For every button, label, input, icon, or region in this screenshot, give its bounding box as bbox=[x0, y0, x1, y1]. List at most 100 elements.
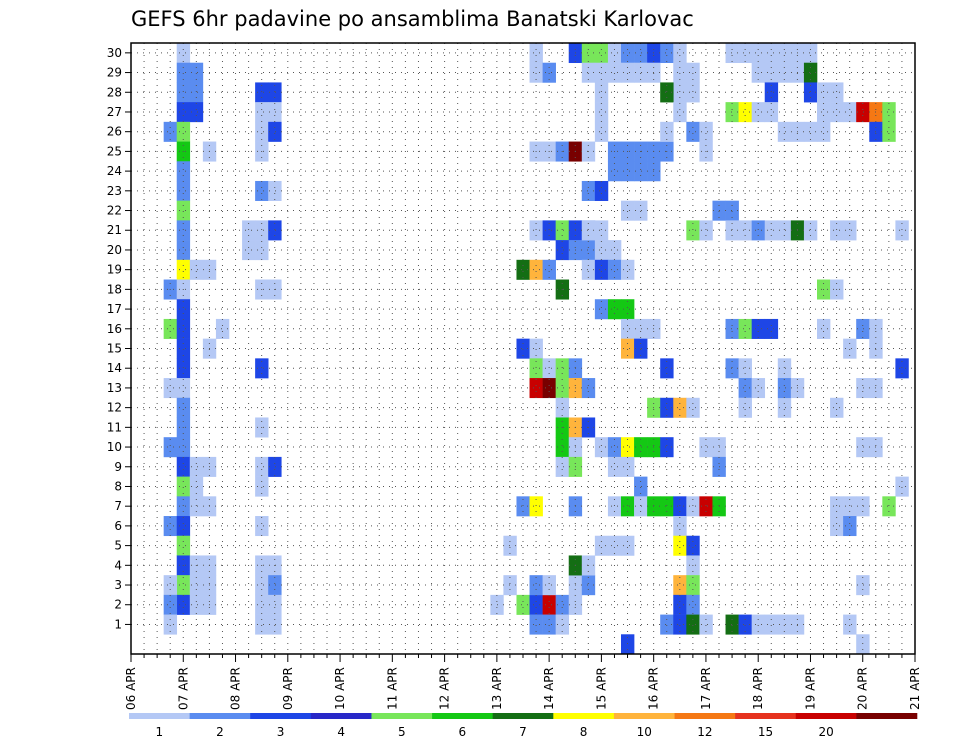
heatmap-cell bbox=[699, 437, 713, 458]
y-tick-label: 14 bbox=[107, 361, 122, 375]
y-tick-label: 12 bbox=[107, 401, 122, 415]
heatmap-cell bbox=[751, 614, 766, 635]
heatmap-cell bbox=[764, 614, 779, 635]
heatmap-cell bbox=[738, 358, 752, 379]
heatmap-cell bbox=[529, 594, 543, 615]
colorbar-label: 2 bbox=[216, 725, 224, 739]
heatmap-cell bbox=[634, 43, 648, 64]
heatmap-cell bbox=[607, 161, 622, 182]
heatmap-cell bbox=[856, 378, 870, 399]
heatmap-cell bbox=[607, 43, 622, 64]
y-tick-label: 25 bbox=[107, 144, 122, 158]
heatmap-cell bbox=[189, 594, 204, 615]
heatmap-cell bbox=[830, 496, 844, 517]
heatmap-cell bbox=[895, 476, 909, 497]
heatmap-cell bbox=[856, 102, 870, 123]
x-tick-label: 18 APR bbox=[751, 667, 765, 710]
heatmap-cell bbox=[686, 62, 700, 83]
y-tick-label: 5 bbox=[114, 539, 122, 553]
heatmap-cell bbox=[581, 575, 596, 596]
y-tick-label: 26 bbox=[107, 125, 122, 139]
heatmap-cell bbox=[660, 121, 674, 142]
y-tick-label: 28 bbox=[107, 85, 122, 99]
heatmap-cell bbox=[542, 358, 556, 379]
heatmap-cell bbox=[830, 220, 844, 241]
heatmap-cell bbox=[751, 220, 766, 241]
x-tick-label: 12 APR bbox=[438, 667, 452, 710]
y-tick-label: 24 bbox=[107, 164, 122, 178]
heatmap-cell bbox=[621, 634, 635, 655]
heatmap-cell bbox=[673, 594, 687, 615]
heatmap-cell bbox=[542, 575, 556, 596]
heatmap-cell bbox=[843, 102, 857, 123]
colorbar-swatch bbox=[492, 713, 554, 719]
heatmap-cell bbox=[699, 121, 713, 142]
y-tick-label: 1 bbox=[114, 617, 122, 631]
heatmap-cell bbox=[686, 82, 700, 103]
colorbar: 1 2 3 4 5 6 7 8 10 12 15 20 bbox=[129, 713, 918, 739]
heatmap-cell bbox=[542, 614, 556, 635]
heatmap-cell bbox=[255, 516, 269, 537]
heatmap-cell bbox=[725, 318, 739, 339]
heatmap-cell bbox=[699, 614, 713, 635]
y-tick-label: 15 bbox=[107, 342, 122, 356]
y-tick-label: 17 bbox=[107, 302, 122, 316]
heatmap-cell bbox=[581, 43, 596, 64]
heatmap-cell bbox=[673, 575, 687, 596]
y-tick-label: 18 bbox=[107, 282, 122, 296]
heatmap-cell bbox=[673, 82, 687, 103]
heatmap-cell bbox=[673, 397, 687, 418]
heatmap-cell bbox=[594, 121, 609, 142]
heatmap-cell bbox=[738, 614, 752, 635]
heatmap-cell bbox=[594, 82, 609, 103]
colorbar-label: 4 bbox=[337, 725, 345, 739]
heatmap-cell bbox=[751, 43, 766, 64]
heatmap-cell bbox=[621, 200, 635, 221]
heatmap-cell bbox=[581, 220, 596, 241]
heatmap-cell bbox=[725, 220, 739, 241]
heatmap-cell bbox=[830, 102, 844, 123]
heatmap-cell bbox=[529, 614, 543, 635]
heatmap-cell bbox=[621, 318, 635, 339]
heatmap-cell bbox=[555, 594, 570, 615]
heatmap-cells bbox=[163, 43, 909, 655]
heatmap-cell bbox=[777, 358, 792, 379]
heatmap-cell bbox=[673, 516, 687, 537]
heatmap-cell bbox=[777, 614, 792, 635]
heatmap-cell bbox=[503, 575, 517, 596]
heatmap-cell bbox=[176, 397, 191, 418]
heatmap-cell bbox=[764, 102, 779, 123]
heatmap-cell bbox=[255, 220, 269, 241]
heatmap-cell bbox=[673, 496, 687, 517]
heatmap-cell bbox=[673, 614, 687, 635]
heatmap-cell bbox=[634, 476, 648, 497]
heatmap-cell bbox=[856, 575, 870, 596]
heatmap-cell bbox=[268, 614, 282, 635]
heatmap-cell bbox=[699, 496, 713, 517]
heatmap-cell bbox=[189, 259, 204, 280]
heatmap-cell bbox=[660, 397, 674, 418]
heatmap-cell bbox=[764, 43, 779, 64]
heatmap-cell bbox=[542, 594, 556, 615]
heatmap-cell bbox=[581, 240, 596, 261]
y-tick-label: 21 bbox=[107, 223, 122, 237]
heatmap-cell bbox=[895, 220, 909, 241]
heatmap-cell bbox=[777, 43, 792, 64]
heatmap-cell bbox=[176, 259, 191, 280]
heatmap-cell bbox=[189, 102, 204, 123]
heatmap-cell bbox=[895, 358, 909, 379]
y-tick-label: 4 bbox=[114, 558, 122, 572]
heatmap-cell bbox=[176, 161, 191, 182]
heatmap-cell bbox=[255, 82, 269, 103]
y-tick-label: 20 bbox=[107, 243, 122, 257]
y-tick-label: 19 bbox=[107, 263, 122, 277]
heatmap-cell bbox=[803, 82, 818, 103]
heatmap-cell bbox=[268, 180, 282, 201]
colorbar-label: 10 bbox=[637, 725, 652, 739]
heatmap-cell bbox=[516, 259, 530, 280]
heatmap-cell bbox=[189, 62, 204, 83]
y-tick-label: 6 bbox=[114, 519, 122, 533]
heatmap-cell bbox=[529, 378, 543, 399]
heatmap-cell bbox=[555, 240, 570, 261]
x-tick-label: 20 APR bbox=[856, 667, 870, 710]
